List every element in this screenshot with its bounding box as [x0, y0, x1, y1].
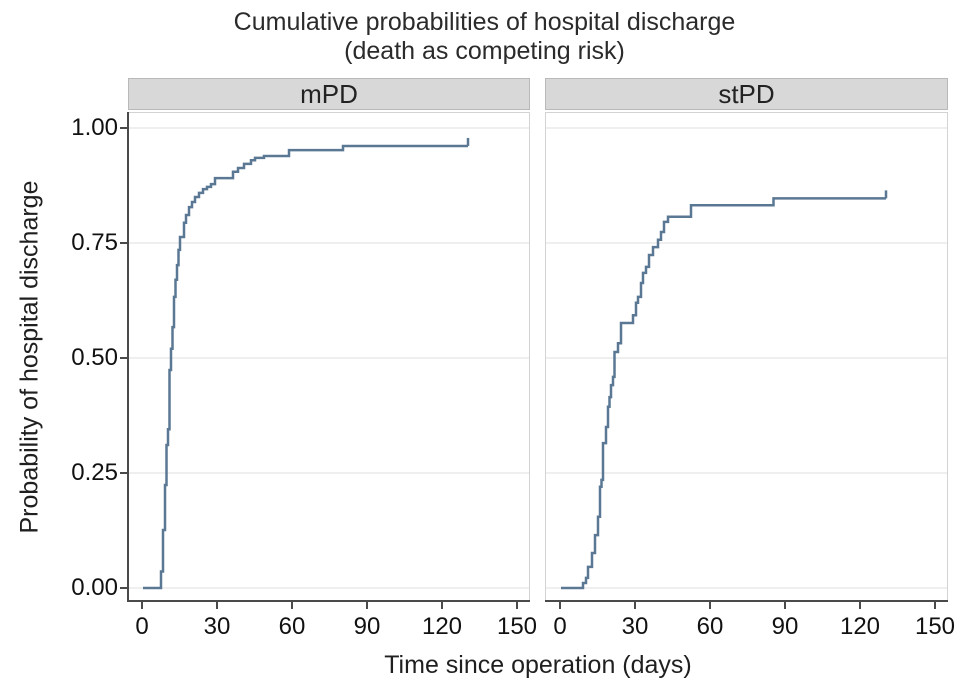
x-tick-label: 150	[914, 613, 956, 640]
y-tick-mark	[120, 127, 127, 129]
facet-strip-label: stPD	[718, 78, 775, 109]
facet-strip-stpd: stPD	[545, 78, 948, 110]
facet-strip-mpd: mPD	[128, 78, 530, 110]
x-tick-mark	[141, 602, 143, 609]
chart-title-line2: (death as competing risk)	[344, 37, 625, 65]
facet-panel-stpd	[545, 112, 948, 602]
x-tick-mark	[366, 602, 368, 609]
x-tick-mark	[634, 602, 636, 609]
y-tick-label: 0.25	[71, 459, 118, 486]
x-tick-label: 90	[771, 613, 799, 640]
x-tick-label: 60	[696, 613, 724, 640]
x-tick-mark	[216, 602, 218, 609]
y-axis-title: Probability of hospital discharge	[15, 180, 44, 534]
y-tick-label: 0.75	[71, 229, 118, 256]
y-tick-mark	[120, 587, 127, 589]
x-tick-label: 90	[353, 613, 381, 640]
x-tick-label: 60	[278, 613, 306, 640]
x-tick-label: 120	[839, 613, 881, 640]
y-axis-line	[127, 112, 129, 602]
chart-title: Cumulative probabilities of hospital dis…	[0, 8, 969, 66]
cumulative-incidence-curve	[561, 197, 886, 590]
cumulative-incidence-curve	[143, 144, 468, 590]
x-tick-mark	[516, 602, 518, 609]
y-tick-label: 0.50	[71, 344, 118, 371]
x-tick-label: 0	[553, 613, 567, 640]
x-axis-line	[545, 600, 948, 602]
x-tick-label: 0	[135, 613, 149, 640]
x-tick-mark	[291, 602, 293, 609]
facet-plot-svg	[129, 127, 529, 590]
x-tick-mark	[934, 602, 936, 609]
x-tick-label: 150	[496, 613, 538, 640]
facet-strip-label: mPD	[300, 78, 358, 109]
x-tick-label: 30	[203, 613, 231, 640]
x-tick-mark	[784, 602, 786, 609]
facet-plot-svg	[546, 127, 947, 590]
chart-title-line1: Cumulative probabilities of hospital dis…	[233, 8, 736, 36]
y-tick-label: 1.00	[71, 114, 118, 141]
x-tick-mark	[709, 602, 711, 609]
y-tick-mark	[120, 472, 127, 474]
x-tick-label: 30	[621, 613, 649, 640]
y-tick-mark	[120, 357, 127, 359]
x-tick-label: 120	[421, 613, 463, 640]
y-tick-mark	[120, 242, 127, 244]
x-axis-line	[128, 600, 530, 602]
x-tick-mark	[859, 602, 861, 609]
y-tick-label: 0.00	[71, 574, 118, 601]
x-tick-mark	[559, 602, 561, 609]
x-axis-title: Time since operation (days)	[384, 651, 692, 679]
facet-panel-mpd	[128, 112, 530, 602]
x-tick-mark	[441, 602, 443, 609]
